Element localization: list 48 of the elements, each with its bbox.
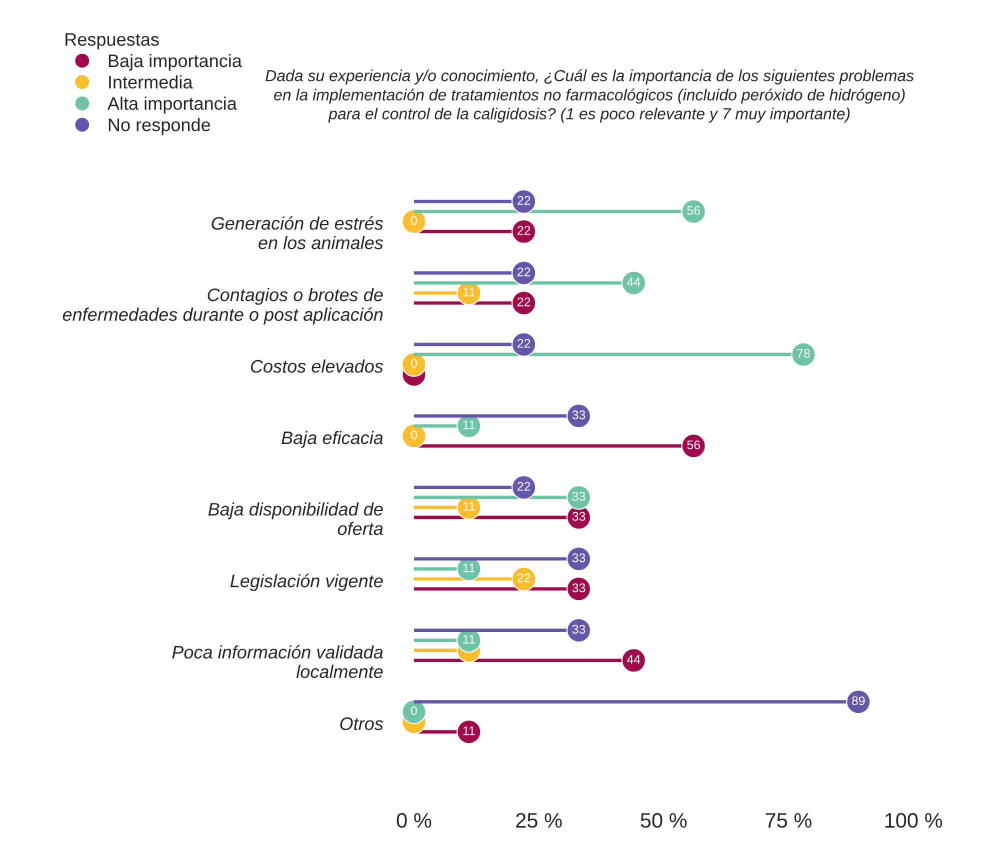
data-label: 33 — [572, 410, 586, 420]
data-label: 0 — [410, 706, 417, 716]
data-label: 0 — [410, 358, 417, 368]
data-label: 11 — [463, 288, 475, 296]
x-tick-label: 100 % — [885, 813, 942, 828]
data-label: 89 — [852, 696, 865, 706]
chart-title: Dada su experiencia y/o conocimiento, ¿Cuál es la importancia de los siguientes problemas en la implementación de tratamientos no farmacológicos (incluido peróxido de hidrógeno) para el control de la caligidosis? (1 es poco relevante y 7 muy importante) — [266, 69, 914, 123]
data-label: 22 — [518, 226, 530, 235]
data-label: 11 — [463, 502, 475, 511]
legend-label: No responde — [108, 118, 210, 135]
y-tick-label: Costos elevados — [250, 359, 384, 373]
data-label: 22 — [518, 573, 530, 582]
data-label: 44 — [627, 654, 640, 664]
data-label: 78 — [797, 348, 810, 358]
data-label: 22 — [518, 297, 530, 306]
data-label: 11 — [463, 420, 475, 430]
data-label: 22 — [518, 338, 530, 348]
data-label: 11 — [463, 564, 475, 572]
legend-label: Intermedia — [109, 75, 193, 89]
y-tick-label: Baja eficacia — [282, 430, 383, 448]
data-label: 33 — [572, 512, 586, 521]
data-label: 56 — [687, 440, 700, 450]
data-label: 33 — [572, 553, 586, 562]
x-tick-label: 75 % — [766, 813, 812, 828]
y-tick-label: Generación de estrés en los animales — [212, 216, 384, 250]
y-tick-label: Legislación vigente — [230, 574, 383, 591]
data-label: 33 — [572, 583, 586, 592]
data-label: 56 — [687, 206, 700, 215]
legend-label: Alta importancia — [107, 96, 237, 114]
x-tick-label: 0 % — [396, 813, 432, 828]
data-label: 22 — [518, 482, 530, 491]
y-tick-label: Baja disponibilidad de oferta — [208, 502, 383, 536]
data-label: 0 — [410, 216, 417, 225]
data-label: 22 — [518, 267, 530, 276]
legend-title: Respuestas — [66, 33, 159, 50]
data-label: 11 — [463, 634, 475, 644]
data-label: 22 — [518, 196, 530, 205]
data-label: 33 — [572, 624, 586, 634]
y-tick-label: Poca información validada localmente — [172, 645, 383, 678]
x-tick-label: 25 % — [516, 813, 562, 828]
x-tick-label: 50 % — [640, 813, 687, 828]
data-label: 44 — [627, 278, 640, 286]
data-label: 0 — [410, 430, 417, 440]
data-label: 33 — [572, 492, 586, 501]
data-label: 11 — [463, 726, 475, 736]
y-tick-label: Contagios o brotes de enfermedades durante o post aplicación — [62, 288, 383, 325]
y-tick-label: Otros — [340, 717, 384, 730]
legend-label: Baja importancia — [108, 54, 242, 71]
